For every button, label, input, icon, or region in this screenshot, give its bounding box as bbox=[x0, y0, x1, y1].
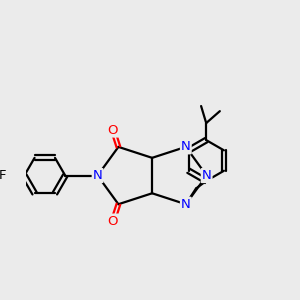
Text: N: N bbox=[181, 140, 191, 153]
Text: O: O bbox=[108, 124, 118, 136]
Text: F: F bbox=[0, 169, 6, 182]
Text: N: N bbox=[202, 169, 211, 182]
Text: N: N bbox=[93, 169, 103, 182]
Text: N: N bbox=[181, 198, 191, 211]
Text: O: O bbox=[108, 214, 118, 228]
